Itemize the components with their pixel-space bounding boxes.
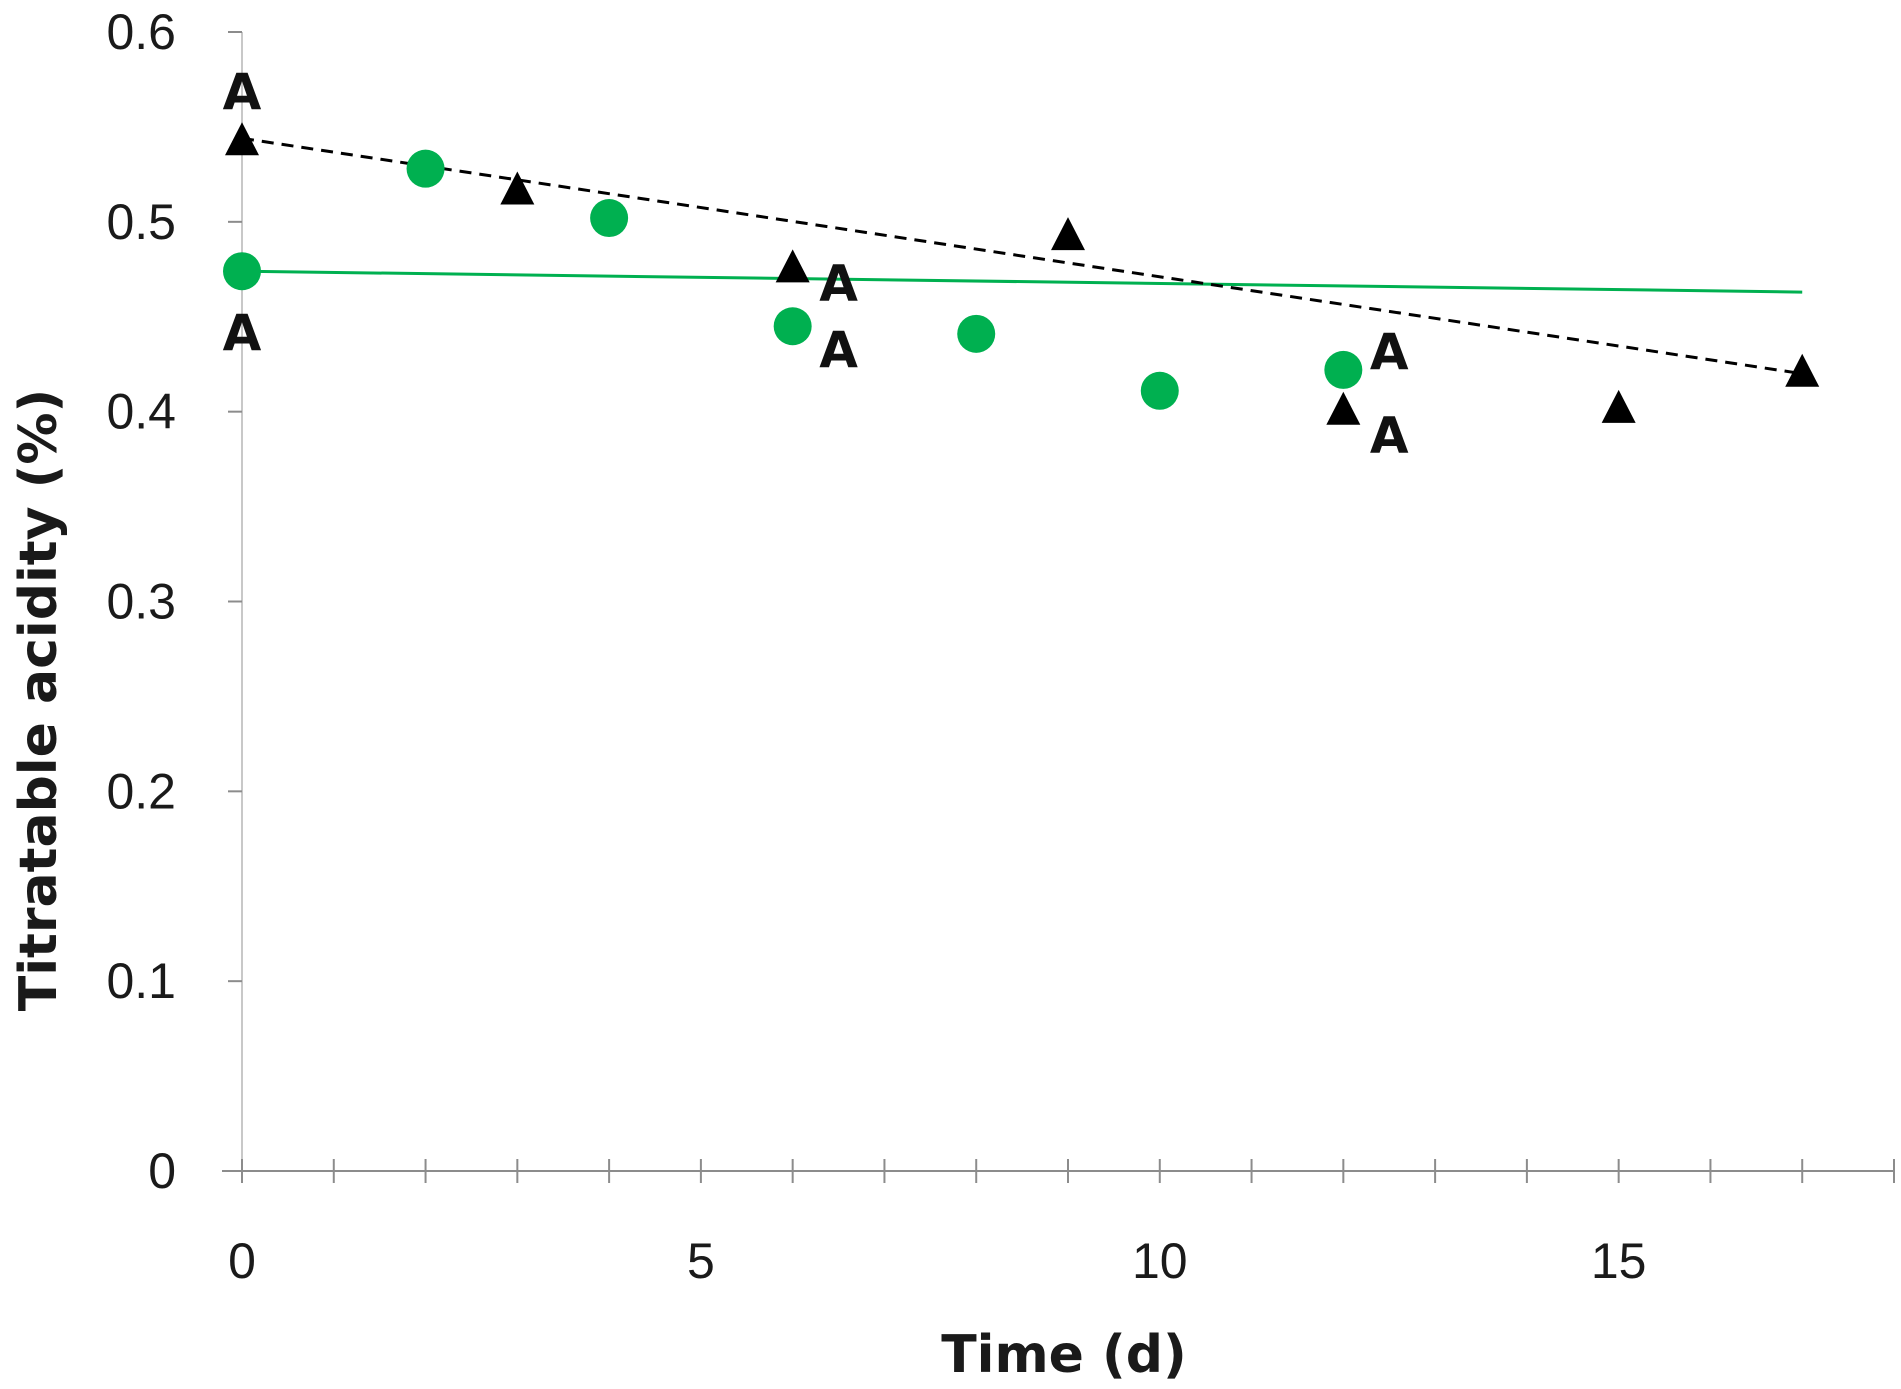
x-tick-label: 10: [1132, 1233, 1188, 1289]
y-tick-label: 0.5: [106, 194, 176, 250]
y-axis-title: Titratable acidity (%): [9, 389, 69, 1012]
circles-trendline: [241, 269, 1803, 294]
triangles-point: [1051, 217, 1085, 251]
x-tick-label: 15: [1591, 1233, 1647, 1289]
triangles-point: [225, 122, 259, 156]
circles-point: [1140, 371, 1179, 410]
circles-point: [223, 252, 261, 291]
significance-letter: A: [1370, 406, 1409, 464]
significance-letter: A: [223, 63, 262, 121]
x-tick-label: 0: [228, 1233, 256, 1289]
significance-letter: A: [1370, 323, 1409, 381]
circles-point: [1324, 350, 1363, 389]
significance-letter: A: [819, 321, 858, 379]
y-tick-label: 0.6: [106, 4, 176, 60]
y-tick-label: 0.1: [106, 953, 176, 1009]
significance-letter: A: [819, 255, 858, 313]
circles-point: [957, 314, 996, 353]
circles-point: [406, 149, 445, 188]
circles-point: [773, 307, 812, 346]
x-axis-title: Time (d): [941, 1325, 1187, 1385]
triangles-point: [500, 171, 535, 205]
x-tick-label: 5: [687, 1233, 715, 1289]
triangles-point: [1785, 353, 1820, 387]
y-tick-label: 0: [148, 1143, 176, 1199]
data-points: [223, 122, 1820, 425]
axes: 0 0.1 0.2 0.3 0.4 0.5 0.6 0 5 10 15: [106, 4, 1895, 1289]
triangles-point: [775, 249, 810, 283]
y-tick-label: 0.3: [106, 574, 176, 630]
circles-point: [590, 199, 629, 238]
y-tick-label: 0.2: [106, 763, 176, 819]
y-tick-label: 0.4: [106, 384, 176, 440]
trendlines: [241, 136, 1803, 376]
triangles-point: [1326, 391, 1361, 425]
significance-letter: A: [223, 304, 262, 362]
triangles-point: [1601, 389, 1636, 423]
triangles-trendline: [241, 136, 1803, 376]
